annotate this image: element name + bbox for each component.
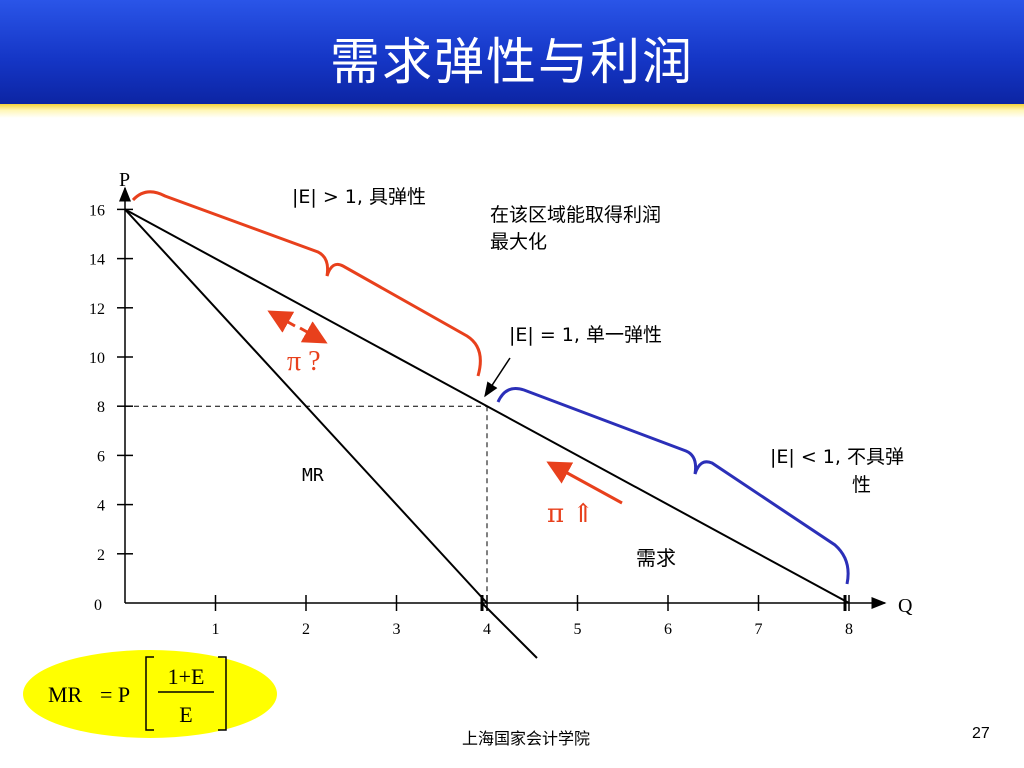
mr-label: MR — [302, 465, 324, 486]
profit-max-line2: 最大化 — [490, 231, 547, 253]
x-tick-label: 1 — [212, 621, 220, 638]
pi-up-label: π ⇑ — [547, 499, 594, 529]
x-tick-label: 6 — [664, 621, 672, 638]
formula-left-bracket — [145, 656, 154, 731]
origin-label: 0 — [94, 597, 102, 614]
elastic-label: |E| > 1, 具弹性 — [292, 186, 426, 208]
title-bar — [0, 0, 1024, 108]
elastic-brace — [131, 190, 482, 377]
y-tick-label: 14 — [89, 252, 105, 269]
x-tick-label: 3 — [393, 621, 401, 638]
y-tick-label: 2 — [97, 547, 105, 564]
mr-line-extension — [481, 602, 538, 659]
q-axis-label: Q — [898, 595, 913, 617]
pi-up-arrow — [546, 461, 623, 505]
demand-line — [124, 208, 850, 604]
formula-denominator: E — [179, 702, 192, 727]
title-stripe — [0, 104, 1024, 118]
x-tick-label: 2 — [302, 621, 310, 638]
page-number: 27 — [972, 725, 990, 742]
formula-lhs: MR — [48, 682, 83, 707]
formula-eq: = P — [100, 682, 130, 707]
x-tick-label: 7 — [755, 621, 763, 638]
x-tick-label: 5 — [574, 621, 582, 638]
y-tick-label: 4 — [97, 498, 105, 515]
pi-question-label: π ? — [287, 346, 321, 377]
x-tick-label: 8 — [845, 621, 853, 638]
demand-label: 需求 — [636, 546, 676, 570]
inelastic-brace — [496, 387, 850, 585]
y-tick-label: 10 — [89, 350, 105, 367]
unit-elastic-pointer — [484, 357, 511, 398]
formula-right-bracket — [218, 656, 227, 731]
y-tick-label: 16 — [89, 202, 105, 219]
mr-line — [124, 208, 488, 604]
inelastic-line2: 性 — [852, 474, 871, 496]
slide-title: 需求弹性与利润 — [330, 33, 694, 91]
y-tick-label: 12 — [89, 301, 105, 318]
pi-question-arrow-right — [299, 321, 328, 344]
formula-ellipse — [23, 650, 277, 738]
inelastic-line1: |E| < 1, 不具弹 — [770, 446, 904, 468]
y-tick-label: 6 — [97, 448, 105, 465]
x-tick-label: 4 — [483, 621, 491, 638]
pi-question-arrow — [267, 310, 296, 333]
unit-elastic-label: |E| = 1, 单一弹性 — [509, 324, 662, 346]
profit-max-line1: 在该区域能取得利润 — [490, 204, 661, 226]
y-tick-label: 8 — [97, 399, 105, 416]
formula-numerator: 1+E — [168, 664, 205, 689]
p-axis-label: P — [119, 169, 130, 191]
footer-text: 上海国家会计学院 — [462, 731, 591, 748]
